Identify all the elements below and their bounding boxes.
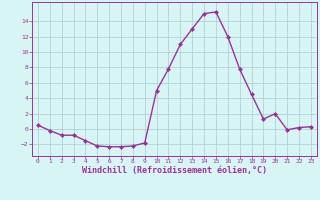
X-axis label: Windchill (Refroidissement éolien,°C): Windchill (Refroidissement éolien,°C) — [82, 166, 267, 175]
